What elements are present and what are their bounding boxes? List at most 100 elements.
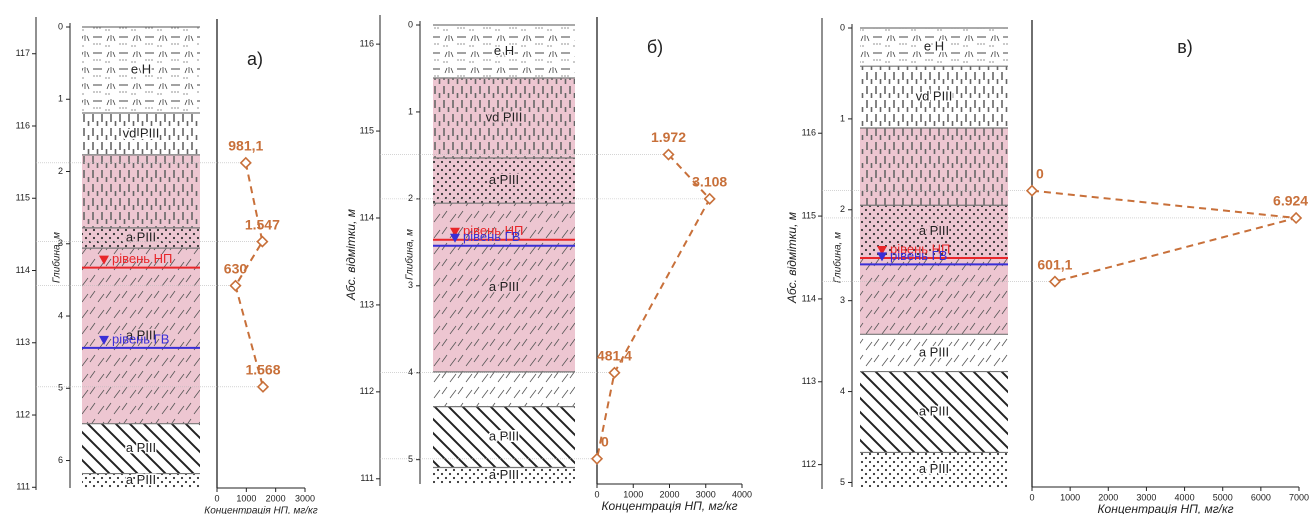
level-label: рівень НП xyxy=(890,241,950,256)
elev-tick-label: 112 xyxy=(360,386,374,396)
panel-title: в) xyxy=(1177,37,1193,57)
depth-tick-label: 0 xyxy=(58,21,63,31)
x-tick-label: 2000 xyxy=(266,493,286,503)
level-label: рівень НП xyxy=(112,251,172,266)
elev-tick-label: 111 xyxy=(16,482,30,492)
layer-pattern xyxy=(433,158,575,204)
layer-label: е Н xyxy=(924,39,944,54)
level-marker xyxy=(877,252,887,262)
panels: е Н vd PIII а PIII а PIII а PIII а PIII 0 1 2 3 4 5… xyxy=(16,15,1309,514)
x-tick-label: 3000 xyxy=(295,493,315,503)
point xyxy=(608,366,621,379)
layer-label: vd PIII xyxy=(123,125,160,140)
elev-tick-label: 114 xyxy=(360,212,374,222)
point xyxy=(229,279,242,292)
depth-tick-label: 2 xyxy=(840,204,845,214)
layer-label: а PIII xyxy=(126,472,156,487)
depth-axis-label: Глибина, м xyxy=(51,232,63,283)
point xyxy=(1290,211,1303,225)
elev-tick-label: 112 xyxy=(802,459,816,469)
layer-label: а PIII xyxy=(489,467,519,482)
layer-pattern xyxy=(860,66,1008,128)
layer-pattern xyxy=(433,78,575,159)
depth-axis-label: Глибина, м xyxy=(832,232,844,283)
layer-pattern xyxy=(860,371,1008,453)
depth-tick-label: 3 xyxy=(408,280,413,290)
layer-pattern xyxy=(433,371,575,407)
elev-tick-label: 116 xyxy=(360,39,374,49)
x-axis-label: Концентрація НП, мг/кг xyxy=(204,506,317,514)
level-label: рівень ГВ xyxy=(112,331,169,346)
depth-tick-label: 4 xyxy=(58,310,63,320)
layer-label: а PIII xyxy=(919,223,949,238)
elev-tick-label: 113 xyxy=(802,376,816,386)
layer-label: е Н xyxy=(131,61,151,76)
x-tick-label: 2000 xyxy=(659,489,679,499)
layer-label: а PIII xyxy=(919,461,949,476)
point xyxy=(256,235,269,248)
point xyxy=(703,192,716,205)
layer-label: а PIII xyxy=(489,428,519,443)
depth-tick-label: 5 xyxy=(58,383,63,393)
x-tick-label: 3000 xyxy=(696,489,716,499)
layer-pattern xyxy=(82,423,200,474)
layer-label: а PIII xyxy=(126,327,156,342)
layer-label: а PIII xyxy=(919,403,949,418)
elev-axis-label: Абс. відмітки, м xyxy=(785,212,799,304)
panel-title: а) xyxy=(247,49,263,69)
x-tick-label: 3000 xyxy=(1136,492,1156,502)
panel-title: б) xyxy=(647,37,663,57)
value-label: 3.108 xyxy=(692,174,727,190)
value-label: 0 xyxy=(601,433,609,449)
value-label: 1.547 xyxy=(245,216,280,232)
x-tick-label: 5000 xyxy=(1213,492,1233,502)
level-marker xyxy=(450,227,460,237)
x-tick-label: 4000 xyxy=(1175,492,1195,502)
layer-pattern xyxy=(860,257,1008,335)
level-label: рівень НП xyxy=(463,223,523,238)
layer-label: vd PIII xyxy=(486,109,523,124)
x-tick-label: 4000 xyxy=(732,489,752,499)
elev-tick-label: 114 xyxy=(16,265,30,275)
x-tick-label: 1000 xyxy=(1060,492,1080,502)
depth-axis-label: Глибина, м xyxy=(404,229,416,280)
value-label: 6.924 xyxy=(1273,193,1308,209)
depth-tick-label: 5 xyxy=(840,477,845,487)
elev-tick-label: 116 xyxy=(802,128,816,138)
x-tick-label: 0 xyxy=(1029,492,1034,502)
layer-pattern xyxy=(860,334,1008,372)
layer-pattern xyxy=(82,154,200,228)
x-tick-label: 1000 xyxy=(623,489,643,499)
x-tick-label: 0 xyxy=(594,489,599,499)
level-marker xyxy=(450,233,460,243)
elev-tick-label: 117 xyxy=(16,48,30,58)
depth-tick-label: 1 xyxy=(408,106,413,116)
elev-tick-label: 112 xyxy=(16,409,30,419)
layer-label: а PIII xyxy=(489,172,519,187)
x-tick-label: 1000 xyxy=(236,493,256,503)
value-label: 1.568 xyxy=(245,362,280,378)
value-label: 1.972 xyxy=(651,129,686,145)
point xyxy=(1025,184,1039,197)
elev-tick-label: 113 xyxy=(16,337,30,347)
layer-pattern xyxy=(433,25,575,79)
value-label: 0 xyxy=(1036,165,1044,181)
point xyxy=(1048,275,1062,288)
level-marker xyxy=(99,335,109,345)
depth-tick-label: 4 xyxy=(840,386,845,396)
x-tick-label: 7000 xyxy=(1289,492,1309,502)
depth-tick-label: 0 xyxy=(408,19,413,29)
point xyxy=(662,148,675,161)
layer-pattern xyxy=(860,452,1008,487)
depth-tick-label: 3 xyxy=(58,238,63,248)
depth-tick-label: 1 xyxy=(58,94,63,104)
value-label: 630 xyxy=(224,260,248,276)
layer-pattern xyxy=(860,28,1008,67)
level-marker xyxy=(877,245,887,255)
depth-tick-label: 2 xyxy=(58,166,63,176)
series-line xyxy=(596,153,711,459)
value-label: 981,1 xyxy=(228,138,263,154)
layer-pattern xyxy=(82,473,200,488)
